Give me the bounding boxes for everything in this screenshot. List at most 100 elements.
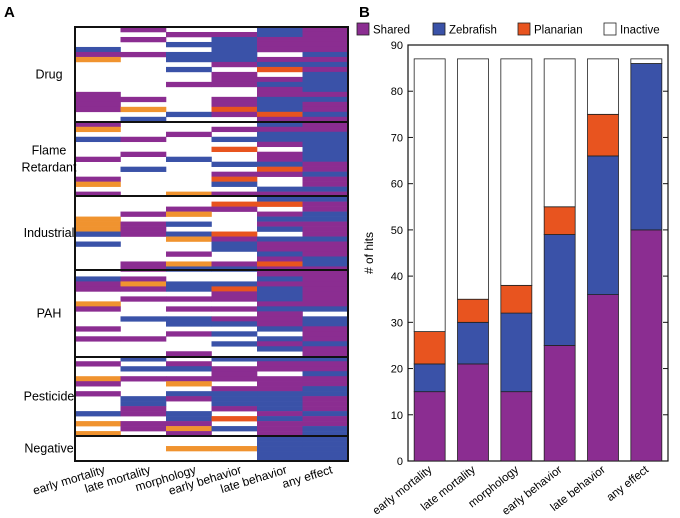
heatmap-cell xyxy=(302,131,349,138)
heatmap-cell xyxy=(166,376,212,382)
heatmap-cell xyxy=(120,406,167,412)
heatmap-cell xyxy=(120,336,167,342)
y-tick-label: 10 xyxy=(391,410,403,422)
heatmap-cell xyxy=(257,91,303,98)
bar-segment-shared xyxy=(587,294,619,462)
heatmap-cell xyxy=(166,131,212,138)
heatmap-cell xyxy=(302,66,349,73)
heatmap-cell xyxy=(75,306,121,312)
bar-segment-zebrafish xyxy=(543,234,576,346)
heatmap-cell xyxy=(302,231,349,237)
heatmap-cell xyxy=(211,56,258,63)
heatmap-cell xyxy=(211,396,258,402)
group-label-line: Pesticide xyxy=(24,390,75,404)
heatmap-cell xyxy=(257,121,303,128)
heatmap-cell xyxy=(302,191,349,197)
heatmap-cell xyxy=(75,106,121,113)
heatmap-cell xyxy=(302,256,349,262)
heatmap-cell xyxy=(302,306,349,312)
heatmap-cell xyxy=(120,316,167,322)
heatmap-cell xyxy=(257,241,303,247)
heatmap-cell xyxy=(302,326,349,332)
heatmap-cell xyxy=(257,141,303,148)
heatmap-cell xyxy=(211,261,258,267)
heatmap-cell xyxy=(257,296,303,302)
heatmap-cell xyxy=(166,321,212,327)
heatmap-cell xyxy=(75,181,121,187)
heatmap-cell xyxy=(166,41,212,48)
heatmap-cell xyxy=(302,346,349,352)
heatmap-cell xyxy=(302,151,349,158)
heatmap-cell xyxy=(257,336,303,342)
heatmap-cell xyxy=(257,196,303,202)
heatmap-cell xyxy=(257,391,303,397)
heatmap-cell xyxy=(302,211,349,217)
heatmap-cell xyxy=(257,236,303,242)
heatmap-cell xyxy=(302,111,349,118)
group-label: Pesticide xyxy=(24,390,75,404)
y-tick-label: 60 xyxy=(391,179,403,191)
heatmap-cell xyxy=(302,96,349,103)
heatmap-cell xyxy=(302,141,349,148)
heatmap-cell xyxy=(302,236,349,242)
heatmap-cell xyxy=(257,41,303,48)
heatmap-cell xyxy=(211,146,258,153)
heatmap-cell xyxy=(257,186,303,192)
heatmap-cell xyxy=(166,331,212,337)
heatmap-cell xyxy=(120,27,167,33)
heatmap-cell xyxy=(302,386,349,392)
heatmap-cell xyxy=(75,431,121,437)
bar-segment-zebrafish xyxy=(630,63,663,231)
heatmap-cell xyxy=(120,426,167,432)
heatmap-cell xyxy=(75,216,121,222)
heatmap-cell xyxy=(166,421,212,427)
heatmap-cell xyxy=(120,51,167,58)
heatmap-cell xyxy=(257,46,303,53)
heatmap-cell xyxy=(166,221,212,227)
heatmap-cell xyxy=(302,421,349,427)
heatmap-cell xyxy=(211,46,258,53)
group-label: Industrial xyxy=(24,226,75,240)
heatmap-cell xyxy=(75,286,121,292)
heatmap-cell xyxy=(75,336,121,342)
heatmap-cell xyxy=(75,101,121,108)
heatmap-cell xyxy=(211,341,258,347)
heatmap-cell xyxy=(75,126,121,133)
heatmap-cell xyxy=(257,366,303,372)
heatmap-cell xyxy=(211,356,258,362)
heatmap-cell xyxy=(75,381,121,387)
heatmap-cell xyxy=(257,301,303,307)
heatmap-cell xyxy=(302,356,349,362)
heatmap-cell xyxy=(257,36,303,43)
bar-segment-planarian xyxy=(457,298,489,323)
heatmap-cell xyxy=(211,426,258,432)
heatmap-cell xyxy=(211,316,258,322)
heatmap-cell xyxy=(302,81,349,88)
bar-segment-inactive xyxy=(413,58,446,332)
heatmap-cell xyxy=(166,431,212,437)
heatmap-cell xyxy=(257,311,303,317)
bar-segment-inactive xyxy=(630,58,663,64)
heatmap-cell xyxy=(211,376,258,382)
heatmap-cell xyxy=(75,301,121,307)
heatmap-cell xyxy=(211,306,258,312)
heatmap-cell xyxy=(302,251,349,257)
heatmap-cell xyxy=(211,406,258,412)
heatmap-cell xyxy=(302,366,349,372)
heatmap-cell xyxy=(302,431,349,437)
bar-segment-inactive xyxy=(500,58,533,286)
heatmap-cell xyxy=(120,136,167,143)
heatmap-cell xyxy=(302,116,349,123)
y-tick-label: 20 xyxy=(391,364,403,376)
heatmap-cell xyxy=(302,396,349,402)
heatmap-cell xyxy=(302,286,349,292)
heatmap-cell xyxy=(166,231,212,237)
heatmap-frame xyxy=(74,26,349,462)
heatmap-cell xyxy=(211,181,258,187)
heatmap-cell xyxy=(211,386,258,392)
bar-segment-shared xyxy=(630,229,663,462)
heatmap-cell xyxy=(302,61,349,68)
heatmap-cell xyxy=(211,206,258,212)
heatmap-cell xyxy=(302,426,349,432)
